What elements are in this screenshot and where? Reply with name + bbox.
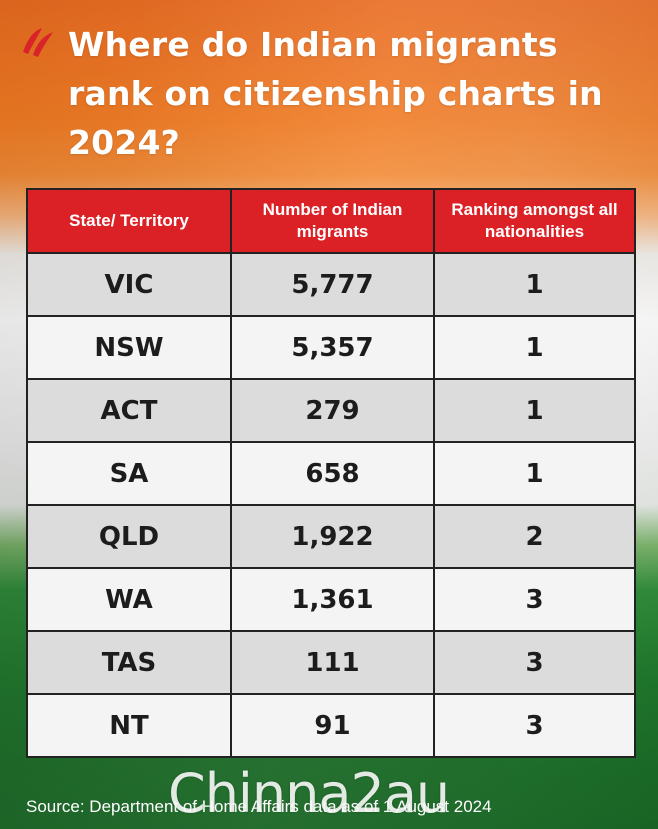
source-note: Source: Department of Home Affairs data …: [26, 797, 492, 816]
cell-ranking: 3: [433, 693, 636, 758]
watermark: Chinna2au: [168, 762, 450, 825]
cell-migrant-count: 91: [230, 693, 435, 758]
cell-ranking: 1: [433, 378, 636, 443]
page-title: Where do Indian migrants rank on citizen…: [68, 25, 603, 162]
table-row: NT 91 3: [26, 693, 636, 758]
cell-migrant-count: 5,357: [230, 315, 435, 380]
table-row: SA 658 1: [26, 441, 636, 506]
cell-migrant-count: 111: [230, 630, 435, 695]
table-row: WA 1,361 3: [26, 567, 636, 632]
cell-state: SA: [26, 441, 232, 506]
table-row: ACT 279 1: [26, 378, 636, 443]
cell-ranking: 1: [433, 441, 636, 506]
cell-state: VIC: [26, 252, 232, 317]
cell-migrant-count: 1,922: [230, 504, 435, 569]
sbs-logo-icon: [23, 28, 53, 57]
column-header-migrants: Number of Indian migrants: [230, 188, 435, 254]
cell-ranking: 1: [433, 252, 636, 317]
cell-migrant-count: 1,361: [230, 567, 435, 632]
cell-state: QLD: [26, 504, 232, 569]
cell-migrant-count: 279: [230, 378, 435, 443]
cell-ranking: 3: [433, 630, 636, 695]
table-row: QLD 1,922 2: [26, 504, 636, 569]
cell-migrant-count: 5,777: [230, 252, 435, 317]
cell-ranking: 3: [433, 567, 636, 632]
cell-ranking: 2: [433, 504, 636, 569]
table-body: VIC 5,777 1 NSW 5,357 1 ACT 279 1 SA 658 1 QLD 1,922 2…: [26, 252, 636, 758]
cell-migrant-count: 658: [230, 441, 435, 506]
table-header-row: State/ Territory Number of Indian migrant…: [26, 188, 636, 254]
cell-state: NT: [26, 693, 232, 758]
cell-state: ACT: [26, 378, 232, 443]
table-row: TAS 111 3: [26, 630, 636, 695]
cell-ranking: 1: [433, 315, 636, 380]
cell-state: WA: [26, 567, 232, 632]
cell-state: TAS: [26, 630, 232, 695]
data-table: State/ Territory Number of Indian migrant…: [26, 188, 636, 758]
table-row: VIC 5,777 1: [26, 252, 636, 317]
column-header-ranking: Ranking amongst all nationalities: [433, 188, 636, 254]
cell-state: NSW: [26, 315, 232, 380]
table-row: NSW 5,357 1: [26, 315, 636, 380]
column-header-state: State/ Territory: [26, 188, 232, 254]
